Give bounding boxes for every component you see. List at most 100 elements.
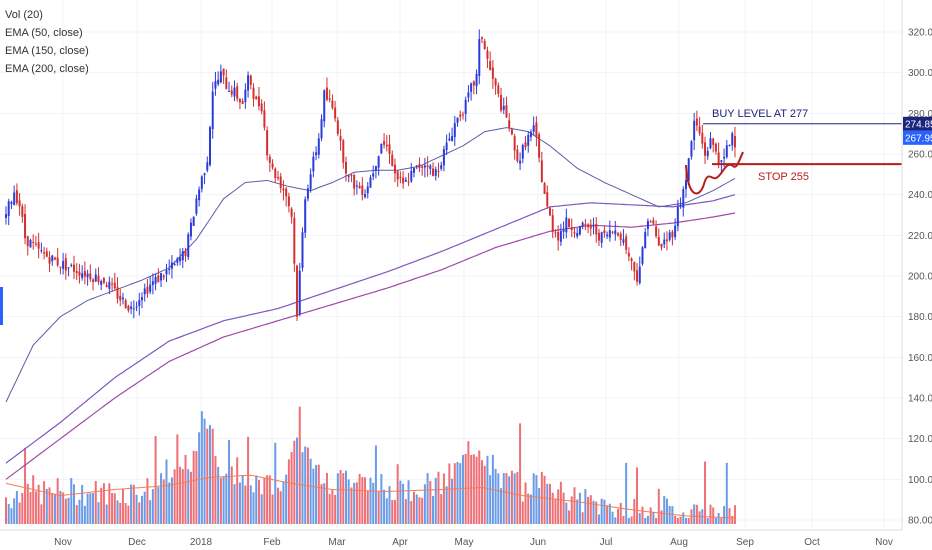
candle-body [543,183,546,194]
volume-bar [660,510,663,524]
volume-bar [538,488,541,524]
candle-body [263,110,266,128]
volume-bar [350,487,353,524]
volume-bar [296,437,299,524]
volume-bar [614,517,617,524]
y-tick-label: 240.00 [908,190,932,201]
candle-body [230,90,233,95]
y-tick-label: 120.00 [908,434,932,445]
volume-bar [230,466,233,524]
candle-body [13,192,16,206]
volume-bar [453,463,456,524]
candle-body [138,300,141,306]
candle-body [470,83,473,92]
candle-body [160,273,163,281]
candle-body [252,87,255,99]
candle-body [347,175,350,177]
candle-body [644,232,647,248]
candle-body [135,306,138,308]
candle-body [608,230,611,238]
candle-body [500,94,503,111]
legend-ema150[interactable]: EMA (150, close) [5,45,89,57]
candle-body [130,306,133,309]
candle-body [516,149,519,162]
volume-bar [657,488,660,524]
volume-bar [611,511,614,524]
volume-bar [29,491,32,524]
candle-body [266,130,269,156]
candle-body [121,297,124,300]
candle-body [10,202,13,204]
volume-bar [671,506,674,524]
candle-body [725,145,728,158]
y-tick-label: 300.00 [908,68,932,79]
volume-bar [481,460,483,524]
volume-bar [714,517,717,524]
volume-bar [456,461,459,524]
candle-body [432,168,435,176]
volume-bar [290,451,293,524]
volume-bar [37,484,40,524]
volume-bar [649,507,652,524]
price-tag-label: 267.95 [905,133,932,144]
volume-bar [331,489,334,524]
volume-bar [573,487,576,524]
candle-body [206,162,209,171]
volume-bar [570,496,573,524]
legend-ema200[interactable]: EMA (200, close) [5,63,89,75]
volume-bar [426,473,429,524]
volume-bar [13,498,16,524]
candle-body [649,221,652,223]
volume-bar [535,475,538,524]
volume-bar [279,491,282,524]
volume-bar [676,517,679,524]
volume-bar [170,477,173,524]
volume-bar [285,474,288,524]
candle-body [497,85,500,94]
candle-body [32,241,35,243]
candle-body [646,220,649,230]
volume-bar [516,472,519,524]
candle-body [157,275,160,283]
legend-ema50[interactable]: EMA (50, close) [5,27,83,39]
x-tick-label: Mar [328,537,346,548]
candle-body [282,188,285,191]
volume-bar [119,502,122,524]
volume-bar [383,489,386,524]
volume-bar [132,484,135,524]
volume-bar [486,455,489,524]
volume-bar [287,459,290,524]
volume-bar [434,477,437,524]
candle-body [339,136,342,141]
candle-body [393,164,396,174]
candle-body [350,175,353,177]
time-axis[interactable]: Nov Dec 2018 Feb Mar Apr May Jun Jul Aug Sep Oct Nov [54,537,893,548]
volume-bar [26,483,29,524]
candle-body [440,165,443,169]
candle-body [179,257,182,262]
x-tick-label: Aug [670,537,688,548]
candle-body [603,230,606,234]
volume-bar [472,454,475,524]
legend-vol[interactable]: Vol (20) [5,9,43,21]
volume-bar [179,466,182,524]
x-tick-label: 2018 [190,537,213,548]
volume-bar [630,516,633,524]
candle-body [67,267,70,269]
volume-bar [437,471,440,524]
volume-bar [728,508,731,524]
volume-bar [652,512,655,524]
candle-body [37,242,40,249]
volume-bar [543,475,546,524]
volume-bar [78,499,81,524]
volume-bar [225,473,228,524]
price-axis[interactable]: 320.00 300.00 280.00 260.00 240.00 220.00 200.… [908,28,932,527]
volume-bar [124,503,127,524]
volume-bar [315,465,318,524]
volume-bar [135,494,138,524]
candle-body [214,81,217,89]
candle-body [464,99,467,114]
volume-bar [21,492,24,524]
candle-body [189,222,192,237]
